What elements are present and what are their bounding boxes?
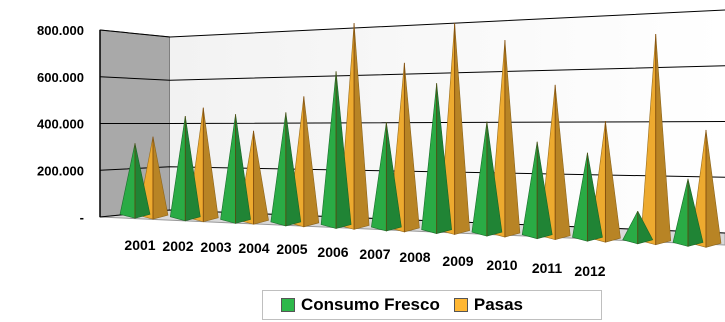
- bar-consumo-fresco-2008: [471, 121, 503, 237]
- gridline: [99, 65, 725, 81]
- x-tick-label: 2002: [162, 238, 193, 254]
- bar-consumo-fresco-2005: [320, 71, 352, 229]
- x-tick-label: 2005: [276, 241, 307, 257]
- gridline: [99, 9, 725, 38]
- y-axis-ticks: - 200.000 400.000 600.000 800.000: [37, 23, 84, 225]
- bar-consumo-fresco-2009: [521, 141, 553, 240]
- y-tick-label: 600.000: [37, 70, 84, 85]
- bar-consumo-fresco-2004: [270, 112, 302, 227]
- x-tick-label: 2010: [486, 257, 517, 273]
- legend: Consumo Fresco Pasas: [262, 290, 602, 320]
- x-tick-label: 2003: [200, 239, 231, 255]
- legend-swatch-pasas: [453, 298, 468, 312]
- legend-item-pasas: Pasas: [453, 295, 524, 315]
- bar-consumo-fresco-2011: [622, 211, 654, 245]
- legend-item-consumo-fresco: Consumo Fresco: [281, 295, 440, 315]
- gridline: [100, 121, 725, 124]
- bar-consumo-fresco-2002: [169, 115, 201, 222]
- x-tick-label: 2008: [399, 249, 430, 265]
- bar-pasas-2011: [640, 34, 672, 246]
- bar-consumo-fresco-2003: [220, 114, 251, 224]
- bar-consumo-fresco-2010: [572, 152, 603, 242]
- x-tick-label: 2009: [442, 253, 473, 269]
- x-axis-categories: 2001 2002 2003 2004 2005 2006 2007 2008 2009 2010…: [124, 237, 605, 279]
- y-tick-label: 800.000: [37, 23, 84, 38]
- x-tick-label: 2001: [124, 237, 155, 253]
- y-tick-label: -: [80, 210, 84, 225]
- x-tick-label: 2004: [238, 240, 269, 256]
- bars: [119, 22, 722, 248]
- x-tick-label: 2012: [574, 263, 605, 279]
- bar-consumo-fresco-2006: [371, 122, 402, 232]
- bar-consumo-fresco-2007: [421, 83, 452, 234]
- bar-consumo-fresco-2001: [119, 143, 151, 219]
- bar-consumo-fresco-2012: [672, 178, 704, 247]
- x-tick-label: 2006: [317, 244, 348, 260]
- legend-swatch-consumo-fresco: [281, 298, 295, 312]
- x-tick-label: 2007: [359, 246, 390, 262]
- legend-label-pasas: Pasas: [473, 295, 524, 314]
- y-tick-label: 200.000: [37, 163, 84, 178]
- x-tick-label: 2011: [532, 260, 563, 276]
- y-tick-label: 400.000: [37, 117, 84, 132]
- legend-label-consumo-fresco: Consumo Fresco: [301, 295, 440, 314]
